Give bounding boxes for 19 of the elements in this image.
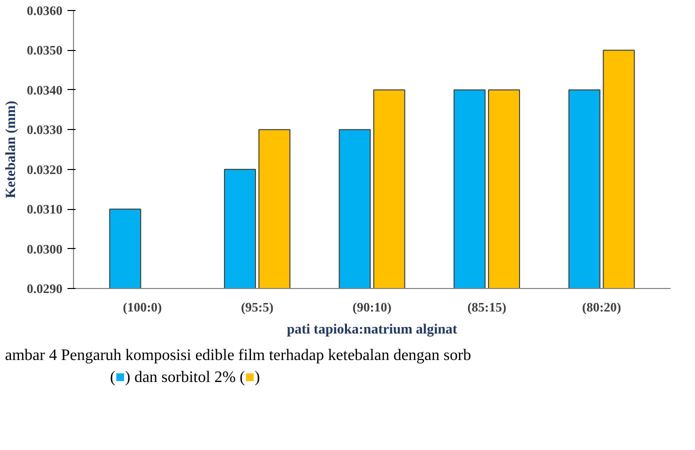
x-tick-label: (100:0)	[122, 300, 162, 314]
x-tick-label: (85:15)	[467, 300, 506, 314]
x-tick-label: (95:5)	[240, 300, 274, 314]
legend-swatch: ■	[115, 369, 125, 386]
y-axis-title: Ketebalan (mm)	[4, 100, 19, 198]
y-tick-label: 0.0350	[26, 42, 62, 58]
y-tick-label: 0.0290	[26, 281, 62, 296]
legend-swatch: ■	[244, 369, 255, 386]
x-tick-label: (90:10)	[352, 300, 392, 314]
y-tick-label: 0.0310	[26, 202, 62, 217]
y-tick-label: 0.0330	[26, 122, 62, 138]
y-tick-label: 0.0340	[26, 82, 62, 98]
y-tick-label: 0.0360	[26, 3, 62, 18]
text: (■) dan sorbitol 2% (■)	[109, 368, 261, 388]
y-tick-label: 0.0320	[26, 162, 62, 177]
text: ambar 4 Pengaruh komposisi edible film terhadap ketebalan dengan sorb	[5, 346, 472, 366]
x-tick-label: (80:20)	[582, 300, 622, 314]
x-axis-title: pati tapioka:natrium alginat	[286, 322, 458, 338]
y-tick-label: 0.0300	[26, 241, 62, 256]
